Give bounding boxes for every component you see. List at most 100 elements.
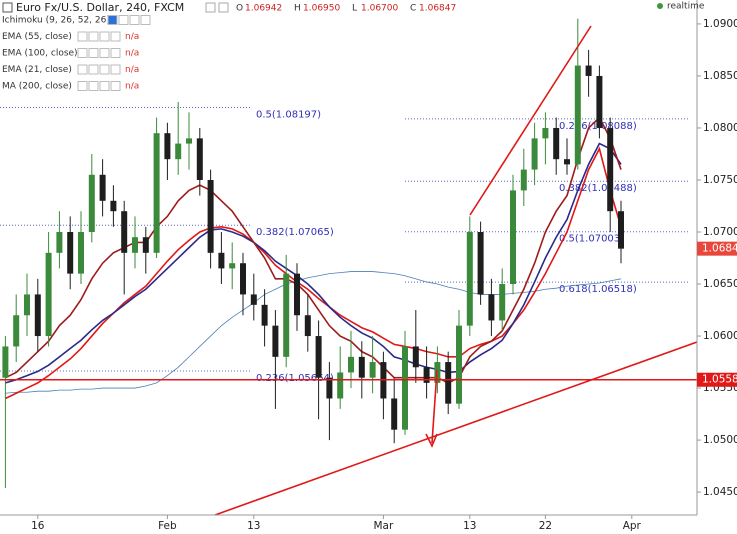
candle-body xyxy=(99,174,106,201)
fib-label: 0.5(1.07003) xyxy=(559,234,624,245)
candle-body xyxy=(574,65,581,165)
x-tick-label: Feb xyxy=(158,520,177,532)
indicator-icon[interactable] xyxy=(77,48,88,58)
indicator-name[interactable]: Ichimoku (9, 26, 52, 26) xyxy=(2,16,110,26)
indicator-icon[interactable] xyxy=(88,31,99,42)
arrow-head xyxy=(425,433,438,448)
candle-body xyxy=(596,75,603,128)
candle-body xyxy=(423,367,430,383)
candle-body xyxy=(45,252,52,337)
settings-icon[interactable] xyxy=(205,2,216,13)
x-tick-label: Mar xyxy=(373,520,393,532)
x-tick-label: 22 xyxy=(539,520,552,532)
realtime-dot xyxy=(657,3,663,9)
price-line-box xyxy=(697,372,737,387)
moving-average xyxy=(5,146,622,400)
candle-body xyxy=(132,237,138,253)
ohlc-value: 1.06847 xyxy=(419,4,456,14)
candle-body xyxy=(240,263,246,295)
fib-label: 0.236(1.05664) xyxy=(256,373,334,384)
candle-body xyxy=(110,200,117,212)
x-tick-label: Apr xyxy=(623,520,642,532)
moving-average xyxy=(5,142,622,384)
candle-body xyxy=(466,232,473,326)
indicator-icon[interactable] xyxy=(77,81,88,91)
candle-body xyxy=(56,232,63,253)
fib-label: 0.382(1.07065) xyxy=(256,227,334,238)
indicator-icon[interactable] xyxy=(110,31,121,42)
indicator-icon[interactable] xyxy=(118,15,129,25)
candle-body xyxy=(78,232,84,274)
indicator-name[interactable]: EMA (21, close) xyxy=(2,65,72,75)
indicator-icon[interactable] xyxy=(107,15,118,25)
y-tick-label: 1.0500 xyxy=(703,434,737,446)
candle-body xyxy=(315,336,322,378)
y-tick-label: 1.0450 xyxy=(703,486,737,498)
indicator-icon[interactable] xyxy=(99,81,110,91)
candle-body xyxy=(294,273,300,316)
candle-body xyxy=(488,294,495,321)
y-tick-label: 1.0600 xyxy=(703,330,737,342)
candle-body xyxy=(67,232,74,274)
candle-body xyxy=(272,325,279,357)
candle-body xyxy=(456,325,462,404)
candle-body xyxy=(164,133,171,160)
indicator-name[interactable]: MA (200, close) xyxy=(2,82,72,92)
ohlc-value: 1.06700 xyxy=(361,4,398,14)
candle-body xyxy=(391,398,398,430)
candle-body xyxy=(2,346,9,378)
candle-body xyxy=(196,138,203,180)
candle-body xyxy=(24,294,30,316)
trend-line xyxy=(214,341,697,515)
candle-body xyxy=(553,127,560,160)
ohlc-key: C xyxy=(410,4,416,14)
candle-body xyxy=(229,263,236,269)
candle-body xyxy=(207,179,214,253)
indicator-icon[interactable] xyxy=(88,64,99,75)
candle-body xyxy=(499,284,506,321)
indicator-name[interactable]: EMA (55, close) xyxy=(2,32,72,42)
candle-body xyxy=(531,138,538,170)
y-tick-label: 1.0700 xyxy=(703,226,737,238)
candle-body xyxy=(510,190,516,285)
indicator-icon[interactable] xyxy=(110,64,121,75)
last-price-box xyxy=(697,241,737,256)
trend-line xyxy=(469,25,592,216)
indicator-icon[interactable] xyxy=(88,48,99,58)
ohlc-value: 1.06942 xyxy=(245,4,282,14)
indicator-value: n/a xyxy=(125,32,139,42)
candle-body xyxy=(402,346,408,430)
indicator-icon[interactable] xyxy=(99,31,110,42)
candle-body xyxy=(585,65,592,76)
indicator-icon[interactable] xyxy=(99,64,110,75)
indicator-icon[interactable] xyxy=(77,31,88,42)
ohlc-key: H xyxy=(294,4,301,14)
indicator-icon[interactable] xyxy=(99,48,110,58)
indicator-name[interactable]: EMA (100, close) xyxy=(2,49,78,59)
candle-body xyxy=(304,315,311,337)
x-tick-label: 13 xyxy=(463,520,476,532)
indicator-value: n/a xyxy=(125,82,139,92)
x-tick-label: 16 xyxy=(31,520,45,532)
remove-icon[interactable] xyxy=(218,2,229,13)
indicator-icon[interactable] xyxy=(110,81,121,91)
indicator-icon[interactable] xyxy=(129,15,140,25)
indicator-icon[interactable] xyxy=(140,15,151,25)
indicator-value: n/a xyxy=(125,65,139,75)
indicator-icon[interactable] xyxy=(88,81,99,91)
indicator-icon[interactable] xyxy=(77,64,88,75)
candle-body xyxy=(283,273,290,357)
candle-body xyxy=(34,294,41,337)
indicator-icon[interactable] xyxy=(110,48,121,58)
candle-body xyxy=(142,237,149,253)
candle-body xyxy=(542,127,549,139)
candle-body xyxy=(348,356,354,373)
plot-area: 0.5(1.08197) 0.382(1.07065) 0.236(1.05664)… xyxy=(0,18,697,515)
indicator-value: n/a xyxy=(125,49,139,59)
collapse-icon[interactable] xyxy=(2,2,13,13)
candle-body xyxy=(121,211,128,253)
ohlc-key: O xyxy=(236,4,243,14)
x-tick-label: 13 xyxy=(247,520,260,532)
